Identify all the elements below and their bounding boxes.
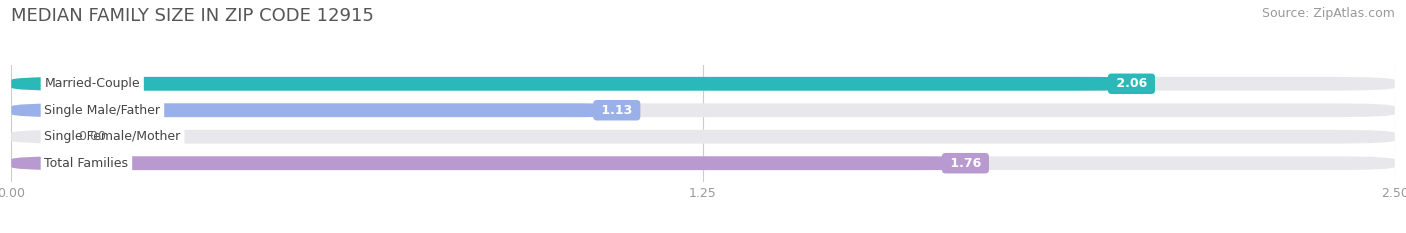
FancyBboxPatch shape bbox=[11, 77, 1152, 91]
FancyBboxPatch shape bbox=[11, 156, 986, 170]
Text: 2.06: 2.06 bbox=[1112, 77, 1152, 90]
Text: Single Female/Mother: Single Female/Mother bbox=[45, 130, 181, 143]
FancyBboxPatch shape bbox=[11, 77, 1395, 91]
Text: Single Male/Father: Single Male/Father bbox=[45, 104, 160, 117]
Text: 0.00: 0.00 bbox=[77, 130, 105, 143]
FancyBboxPatch shape bbox=[11, 130, 1395, 144]
FancyBboxPatch shape bbox=[11, 103, 637, 117]
Text: 1.13: 1.13 bbox=[598, 104, 637, 117]
FancyBboxPatch shape bbox=[11, 156, 1395, 170]
Text: Married-Couple: Married-Couple bbox=[45, 77, 141, 90]
Text: Total Families: Total Families bbox=[45, 157, 128, 170]
Text: MEDIAN FAMILY SIZE IN ZIP CODE 12915: MEDIAN FAMILY SIZE IN ZIP CODE 12915 bbox=[11, 7, 374, 25]
Text: 1.76: 1.76 bbox=[946, 157, 986, 170]
Text: Source: ZipAtlas.com: Source: ZipAtlas.com bbox=[1261, 7, 1395, 20]
FancyBboxPatch shape bbox=[11, 103, 1395, 117]
